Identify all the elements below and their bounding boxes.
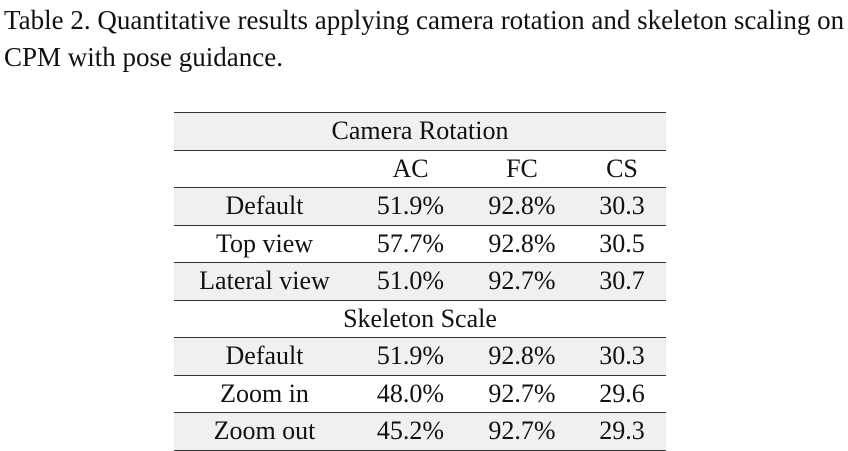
cell-fc: 92.8% bbox=[466, 224, 578, 263]
column-header-cs: CS bbox=[606, 153, 638, 183]
cell-cs: 30.5 bbox=[578, 224, 666, 263]
cell-ac: 51.0% bbox=[355, 262, 466, 300]
cell-ac: 48.0% bbox=[355, 374, 466, 413]
section-title: Skeleton Scale bbox=[174, 299, 666, 338]
cell-ac: 51.9% bbox=[355, 187, 466, 225]
row-label: Zoom in bbox=[174, 374, 355, 413]
cell-fc: 92.8% bbox=[466, 187, 578, 225]
cell-cs: 30.7 bbox=[578, 262, 666, 300]
section-title: Camera Rotation bbox=[174, 112, 666, 151]
table-row: Default 51.9% 92.8% 30.3 bbox=[174, 337, 666, 375]
table-row: Top view 57.7% 92.8% 30.5 bbox=[174, 224, 666, 263]
row-label: Default bbox=[174, 337, 355, 375]
row-label: Lateral view bbox=[174, 262, 355, 300]
table-caption: Table 2. Quantitative results applying c… bbox=[4, 5, 845, 72]
cell-fc: 92.7% bbox=[466, 262, 578, 300]
table-row: Default 51.9% 92.8% 30.3 bbox=[174, 187, 666, 225]
table-row: Zoom out 45.2% 92.7% 29.3 bbox=[174, 412, 666, 451]
cell-fc: 92.7% bbox=[466, 374, 578, 413]
table-row: Lateral view 51.0% 92.7% 30.7 bbox=[174, 262, 666, 300]
column-header-fc: FC bbox=[506, 153, 538, 183]
cell-cs: 30.3 bbox=[578, 337, 666, 375]
row-label: Default bbox=[174, 187, 355, 225]
cell-cs: 29.3 bbox=[578, 412, 666, 451]
cell-cs: 30.3 bbox=[578, 187, 666, 225]
results-table: Camera Rotation AC FC CS Default 51.9% 9… bbox=[174, 112, 666, 451]
row-label: Top view bbox=[174, 224, 355, 263]
row-label: Zoom out bbox=[174, 412, 355, 451]
section-header-camera-rotation: Camera Rotation bbox=[174, 112, 666, 151]
cell-ac: 51.9% bbox=[355, 337, 466, 375]
cell-fc: 92.7% bbox=[466, 412, 578, 451]
section-header-skeleton-scale: Skeleton Scale bbox=[174, 299, 666, 338]
cell-ac: 45.2% bbox=[355, 412, 466, 451]
column-header-label bbox=[174, 150, 355, 188]
cell-cs: 29.6 bbox=[578, 374, 666, 413]
cell-fc: 92.8% bbox=[466, 337, 578, 375]
table-row: Zoom in 48.0% 92.7% 29.6 bbox=[174, 374, 666, 413]
column-header-ac: AC bbox=[392, 153, 429, 183]
cell-ac: 57.7% bbox=[355, 224, 466, 263]
column-header-row: AC FC CS bbox=[174, 150, 666, 188]
